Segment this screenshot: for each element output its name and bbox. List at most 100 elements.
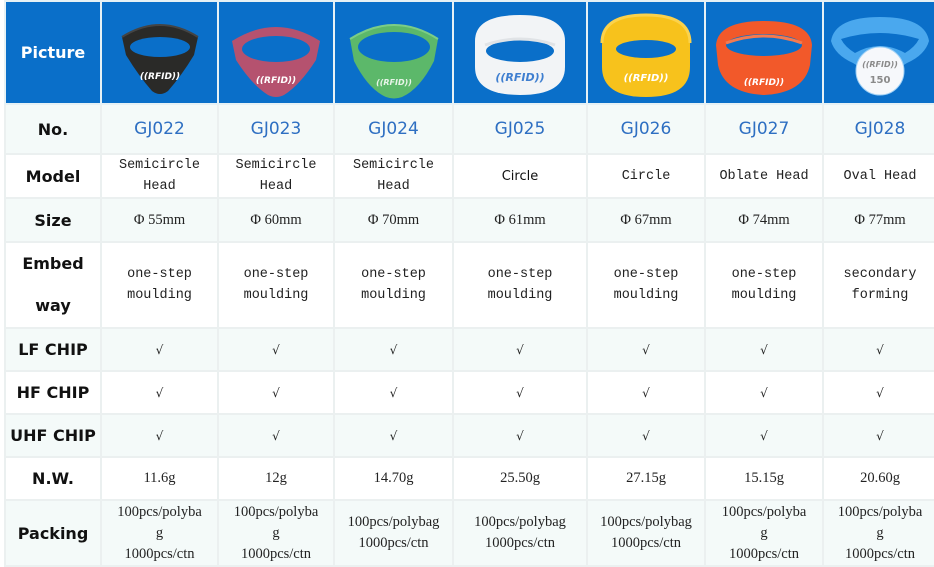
embed-line: moulding bbox=[361, 288, 426, 303]
svg-text:150: 150 bbox=[870, 75, 891, 86]
white-circle-wristband-icon: ((RFID)) bbox=[475, 15, 565, 95]
embed-cell: one-step moulding bbox=[704, 241, 824, 329]
packing-line: 100pcs/polyba bbox=[721, 503, 807, 520]
checkmark-icon: √ bbox=[760, 428, 768, 443]
packing-line: 1000pcs/ctn bbox=[484, 535, 556, 551]
packing-line: 100pcs/polybag bbox=[474, 514, 566, 530]
embed-line: moulding bbox=[613, 288, 679, 303]
embed-cell: one-step moulding bbox=[100, 241, 219, 329]
check-cell: √ bbox=[704, 327, 824, 372]
model-cell: Semicircle Head bbox=[100, 153, 219, 199]
embed-line: moulding bbox=[243, 288, 309, 303]
row-label-lf-chip: LF CHIP bbox=[4, 327, 102, 372]
embed-line: one-step bbox=[127, 267, 192, 282]
packing-line: 1000pcs/ctn bbox=[728, 545, 800, 562]
check-cell: √ bbox=[704, 370, 824, 415]
packing-line: 1000pcs/ctn bbox=[124, 545, 195, 562]
embed-cell: one-step moulding bbox=[217, 241, 335, 329]
model-line: Oblate Head bbox=[719, 168, 809, 184]
product-image-cell: ((RFID)) bbox=[704, 0, 824, 105]
packing-row: Packing 100pcs/polyba g 1000pcs/ctn 100pcs… bbox=[4, 499, 934, 567]
model-line: Head bbox=[143, 179, 176, 194]
checkmark-icon: √ bbox=[642, 342, 650, 357]
checkmark-icon: √ bbox=[389, 385, 398, 400]
size-cell: Φ 67mm bbox=[586, 197, 706, 243]
net-weight-cell: 27.15g bbox=[586, 456, 706, 501]
checkmark-icon: √ bbox=[155, 428, 164, 443]
embed-line: moulding bbox=[731, 288, 797, 303]
packing-line: g bbox=[760, 524, 768, 541]
product-image-cell: ((RFID)) bbox=[217, 0, 335, 105]
embed-line: one-step bbox=[361, 267, 426, 282]
checkmark-icon: √ bbox=[272, 428, 280, 443]
checkmark-icon: √ bbox=[516, 342, 524, 357]
svg-text:((RFID)): ((RFID)) bbox=[376, 78, 412, 87]
check-cell: √ bbox=[333, 413, 454, 458]
checkmark-icon: √ bbox=[516, 428, 524, 443]
row-label-embed-way: Embed way bbox=[4, 241, 102, 329]
product-image-cell: ((RFID)) bbox=[333, 0, 454, 105]
model-line: Semicircle bbox=[235, 158, 317, 173]
check-cell: √ bbox=[822, 327, 934, 372]
size-cell: Φ 61mm bbox=[452, 197, 588, 243]
hf-chip-row: HF CHIP √ √ √ √ √ √ √ bbox=[4, 370, 934, 415]
svg-text:((RFID)): ((RFID)) bbox=[862, 60, 898, 69]
packing-line: 100pcs/polybag bbox=[347, 514, 440, 530]
uhf-chip-row: UHF CHIP √ √ √ √ √ √ √ bbox=[4, 413, 934, 458]
check-cell: √ bbox=[452, 413, 588, 458]
check-cell: √ bbox=[217, 413, 335, 458]
checkmark-icon: √ bbox=[389, 342, 398, 357]
product-number: GJ023 bbox=[217, 103, 335, 155]
row-label-uhf-chip: UHF CHIP bbox=[4, 413, 102, 458]
picture-row: Picture ((RFID)) ((RFID)) ((R bbox=[4, 0, 934, 105]
model-line: Oval Head bbox=[843, 168, 917, 184]
model-cell: Oblate Head bbox=[704, 153, 824, 199]
checkmark-icon: √ bbox=[272, 385, 280, 400]
blue-oval-head-wristband-icon: ((RFID)) 150 bbox=[831, 17, 929, 96]
row-label-size: Size bbox=[4, 197, 102, 243]
check-cell: √ bbox=[586, 327, 706, 372]
model-cell: Semicircle Head bbox=[333, 153, 454, 199]
packing-line: 100pcs/polyba bbox=[837, 503, 923, 520]
product-image-cell: ((RFID)) 150 bbox=[822, 0, 934, 105]
check-cell: √ bbox=[217, 327, 335, 372]
checkmark-icon: √ bbox=[760, 385, 768, 400]
svg-text:((RFID)): ((RFID)) bbox=[256, 76, 296, 86]
packing-line: 100pcs/polyba bbox=[233, 503, 319, 520]
packing-line: 1000pcs/ctn bbox=[240, 545, 312, 562]
model-line: Circle bbox=[621, 168, 671, 184]
net-weight-cell: 14.70g bbox=[333, 456, 454, 501]
model-line: Semicircle bbox=[118, 158, 200, 173]
svg-text:((RFID)): ((RFID)) bbox=[139, 72, 179, 82]
svg-text:((RFID)): ((RFID)) bbox=[495, 71, 544, 84]
product-number-row: No. GJ022 GJ023 GJ024 GJ025 GJ026 GJ027 … bbox=[4, 103, 934, 155]
product-number: GJ022 bbox=[100, 103, 219, 155]
lf-chip-row: LF CHIP √ √ √ √ √ √ √ bbox=[4, 327, 934, 372]
net-weight-cell: 12g bbox=[217, 456, 335, 501]
packing-line: g bbox=[155, 524, 164, 541]
checkmark-icon: √ bbox=[876, 342, 884, 357]
packing-line: g bbox=[272, 524, 280, 541]
model-row: Model Semicircle Head Semicircle Head Semi… bbox=[4, 153, 934, 199]
product-image-cell: ((RFID)) bbox=[586, 0, 706, 105]
check-cell: √ bbox=[822, 413, 934, 458]
packing-line: 100pcs/polyba bbox=[117, 503, 202, 520]
embed-cell: one-step moulding bbox=[333, 241, 454, 329]
yellow-circle-wristband-icon: ((RFID)) bbox=[600, 13, 692, 97]
svg-text:((RFID)): ((RFID)) bbox=[744, 78, 784, 88]
product-number: GJ026 bbox=[586, 103, 706, 155]
row-label-picture: Picture bbox=[4, 0, 102, 105]
check-cell: √ bbox=[333, 370, 454, 415]
packing-cell: 100pcs/polyba g 1000pcs/ctn bbox=[704, 499, 824, 567]
orange-oblate-wristband-icon: ((RFID)) bbox=[716, 21, 812, 95]
check-cell: √ bbox=[100, 413, 219, 458]
size-cell: Φ 70mm bbox=[333, 197, 454, 243]
net-weight-row: N.W. 11.6g 12g 14.70g 25.50g 27.15g 15.1… bbox=[4, 456, 934, 501]
net-weight-cell: 25.50g bbox=[452, 456, 588, 501]
wristband-spec-table: Picture ((RFID)) ((RFID)) ((R bbox=[4, 0, 934, 567]
checkmark-icon: √ bbox=[516, 385, 524, 400]
black-semicircle-wristband-icon: ((RFID)) bbox=[120, 24, 199, 94]
size-cell: Φ 74mm bbox=[704, 197, 824, 243]
packing-line: 1000pcs/ctn bbox=[610, 535, 682, 551]
